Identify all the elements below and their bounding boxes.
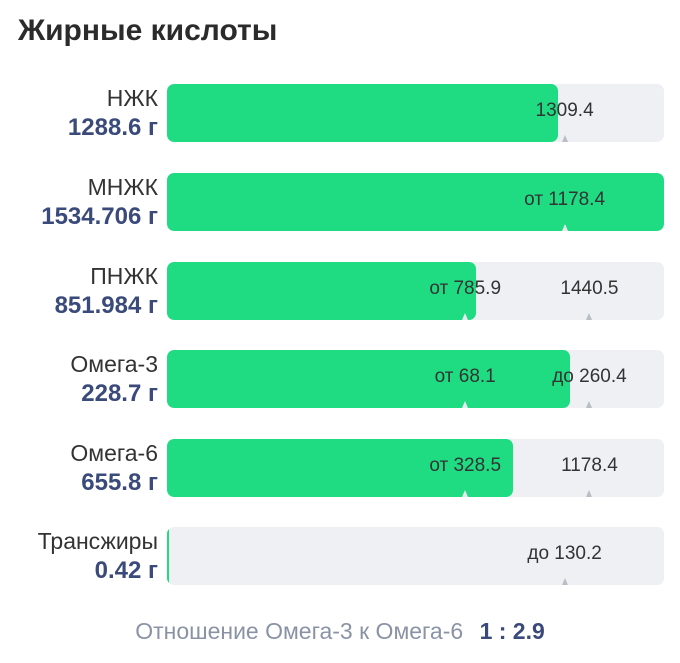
nutrient-name: ПНЖК	[90, 263, 158, 289]
nutrient-row: Омега-6 655.8 г от 328.5 1178.4	[0, 438, 680, 498]
progress-fill	[167, 439, 514, 497]
reference-value: от 1178.4	[524, 189, 606, 210]
nutrient-name: МНЖК	[87, 174, 158, 200]
reference-marker-icon	[561, 578, 568, 585]
nutrient-amount: 1288.6 г	[67, 114, 158, 141]
reference-marker-icon	[586, 490, 593, 497]
reference-marker-icon	[586, 401, 593, 408]
nutrient-amount: 655.8 г	[81, 469, 158, 496]
progress-track: 1309.4	[167, 84, 664, 142]
progress-fill	[167, 84, 558, 142]
reference-marker-icon	[462, 401, 469, 408]
reference-value: 1178.4	[561, 455, 618, 476]
section-title: Жирные кислоты	[18, 14, 278, 47]
reference-value: до 260.4	[552, 366, 627, 387]
reference-value: от 68.1	[434, 366, 496, 387]
progress-track: от 1178.4	[167, 173, 664, 231]
progress-track: до 130.2	[167, 527, 664, 585]
reference-marker-icon	[462, 490, 469, 497]
reference-marker-icon	[462, 313, 469, 320]
progress-track: от 785.9 1440.5	[167, 262, 664, 320]
nutrient-amount: 0.42 г	[94, 557, 158, 584]
reference-value: до 130.2	[527, 543, 602, 564]
nutrient-label: Омега-3 228.7 г	[0, 349, 158, 409]
reference-value: от 785.9	[429, 278, 502, 299]
nutrient-label: ПНЖК 851.984 г	[0, 261, 158, 321]
progress-fill	[167, 262, 477, 320]
progress-fill	[167, 527, 169, 585]
nutrient-name: Трансжиры	[37, 528, 158, 554]
progress-fill	[167, 350, 570, 408]
nutrient-amount: 851.984 г	[54, 292, 158, 319]
reference-marker-icon	[561, 224, 568, 231]
nutrient-name: Омега-6	[70, 440, 158, 466]
nutrient-row: МНЖК 1534.706 г от 1178.4	[0, 172, 680, 232]
omega-ratio: Отношение Омега-3 к Омега-6 1 : 2.9	[0, 618, 680, 645]
omega-ratio-value: 1 : 2.9	[479, 618, 545, 644]
nutrient-label: НЖК 1288.6 г	[0, 83, 158, 143]
nutrient-name: НЖК	[106, 85, 158, 111]
nutrient-name: Омега-3	[70, 351, 158, 377]
nutrient-label: Трансжиры 0.42 г	[0, 526, 158, 586]
nutrient-label: МНЖК 1534.706 г	[0, 172, 158, 232]
progress-fill	[167, 173, 664, 231]
reference-value: 1440.5	[560, 278, 619, 299]
nutrient-row: НЖК 1288.6 г 1309.4	[0, 83, 680, 143]
progress-track: от 68.1 до 260.4	[167, 350, 664, 408]
omega-ratio-label: Отношение Омега-3 к Омега-6	[135, 618, 464, 644]
reference-value: 1309.4	[535, 100, 594, 121]
progress-track: от 328.5 1178.4	[167, 439, 664, 497]
nutrient-amount: 228.7 г	[81, 380, 158, 407]
nutrient-row: Трансжиры 0.42 г до 130.2	[0, 526, 680, 586]
nutrient-row: ПНЖК 851.984 г от 785.9 1440.5	[0, 261, 680, 321]
nutrient-row: Омега-3 228.7 г от 68.1 до 260.4	[0, 349, 680, 409]
nutrient-label: Омега-6 655.8 г	[0, 438, 158, 498]
nutrient-amount: 1534.706 г	[41, 203, 158, 230]
reference-value: от 328.5	[429, 455, 502, 476]
reference-marker-icon	[586, 313, 593, 320]
reference-marker-icon	[561, 135, 568, 142]
